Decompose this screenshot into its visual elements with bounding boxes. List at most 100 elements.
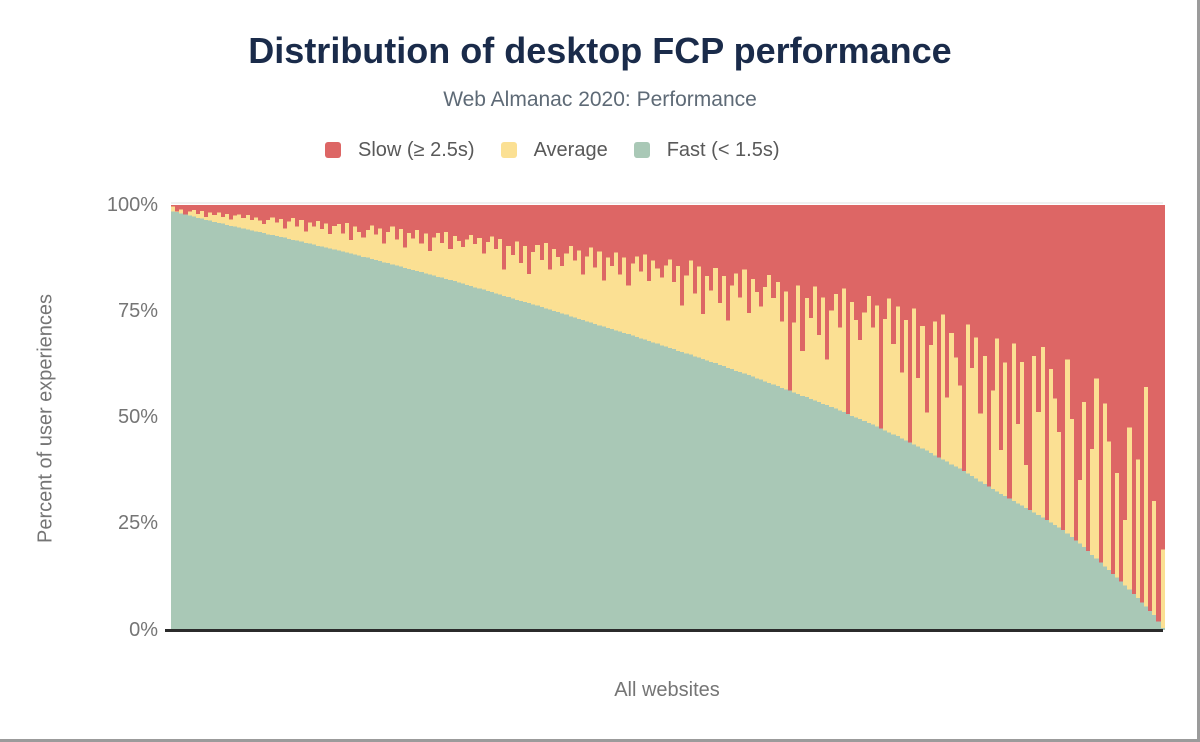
bar bbox=[932, 205, 938, 630]
bar bbox=[1052, 205, 1058, 630]
bar bbox=[328, 205, 333, 630]
bar bbox=[1086, 205, 1091, 630]
bar bbox=[522, 205, 528, 630]
bar bbox=[1144, 205, 1149, 630]
bar bbox=[547, 205, 552, 630]
bar bbox=[456, 205, 461, 630]
bar bbox=[373, 205, 379, 630]
bar bbox=[1011, 205, 1016, 630]
bar bbox=[398, 205, 403, 630]
y-tick-75: 75% bbox=[117, 300, 158, 322]
bar bbox=[1057, 205, 1062, 630]
bar bbox=[1110, 205, 1116, 630]
bar bbox=[556, 205, 561, 630]
bar bbox=[195, 205, 200, 630]
bar bbox=[1135, 205, 1140, 630]
plot-area bbox=[171, 205, 1165, 630]
bar bbox=[233, 205, 238, 630]
bar bbox=[750, 205, 755, 630]
bar bbox=[332, 205, 337, 630]
bar bbox=[1090, 205, 1095, 630]
bar bbox=[937, 205, 942, 630]
y-tick-100: 100% bbox=[106, 194, 158, 216]
bar bbox=[1160, 205, 1165, 630]
bar bbox=[1040, 205, 1045, 630]
bar bbox=[630, 205, 635, 630]
bar bbox=[315, 205, 321, 630]
legend-label-fast: Fast (< 1.5s) bbox=[666, 138, 780, 161]
bar bbox=[721, 205, 726, 630]
bar bbox=[1032, 205, 1037, 630]
bar bbox=[1156, 205, 1161, 630]
bar bbox=[481, 205, 486, 630]
bar bbox=[812, 205, 817, 630]
bar bbox=[837, 205, 842, 630]
bar bbox=[874, 205, 880, 630]
bar bbox=[879, 205, 884, 630]
bar bbox=[833, 205, 838, 630]
bar bbox=[804, 205, 809, 630]
bar bbox=[659, 205, 664, 630]
bar bbox=[928, 205, 933, 630]
bar bbox=[655, 205, 660, 630]
bar bbox=[1152, 205, 1157, 630]
bar bbox=[779, 205, 784, 630]
bar bbox=[431, 205, 436, 630]
bar bbox=[870, 205, 875, 630]
legend-label-slow: Slow (≥ 2.5s) bbox=[358, 138, 475, 161]
bar bbox=[324, 205, 329, 630]
bar bbox=[340, 205, 345, 630]
bar bbox=[970, 205, 975, 630]
bar bbox=[249, 205, 254, 630]
bar bbox=[527, 205, 532, 630]
bar bbox=[994, 205, 1000, 630]
bar bbox=[580, 205, 586, 630]
bar bbox=[307, 205, 312, 630]
bar bbox=[808, 205, 813, 630]
bar bbox=[688, 205, 693, 630]
bar bbox=[605, 205, 610, 630]
bar bbox=[974, 205, 979, 630]
bar bbox=[262, 205, 267, 630]
bar bbox=[543, 205, 548, 630]
bar bbox=[651, 205, 656, 630]
bar bbox=[903, 205, 909, 630]
bar bbox=[775, 205, 780, 630]
bar bbox=[1061, 205, 1066, 630]
bar bbox=[999, 205, 1004, 630]
bar bbox=[191, 205, 196, 630]
bar bbox=[771, 205, 776, 630]
bar bbox=[680, 205, 685, 630]
legend-item-slow: Slow (≥ 2.5s) bbox=[325, 139, 475, 162]
bar bbox=[365, 205, 370, 630]
bar bbox=[382, 205, 387, 630]
bar bbox=[460, 205, 465, 630]
bar bbox=[257, 205, 263, 630]
bar bbox=[742, 205, 747, 630]
bar bbox=[299, 205, 304, 630]
bar bbox=[224, 205, 229, 630]
bar bbox=[311, 205, 316, 630]
bar bbox=[390, 205, 395, 630]
bar bbox=[291, 205, 296, 630]
bar bbox=[729, 205, 735, 630]
bar bbox=[626, 205, 631, 630]
legend-swatch-slow bbox=[325, 142, 341, 158]
bar bbox=[378, 205, 383, 630]
y-tick-25: 25% bbox=[117, 512, 158, 534]
bar bbox=[854, 205, 859, 630]
bar bbox=[386, 205, 391, 630]
bar bbox=[1019, 205, 1024, 630]
bar bbox=[1127, 205, 1132, 630]
bar bbox=[862, 205, 867, 630]
bar bbox=[990, 205, 995, 630]
bar bbox=[622, 205, 627, 630]
bar bbox=[1094, 205, 1099, 630]
chart-title: Distribution of desktop FCP performance bbox=[248, 30, 952, 71]
legend: Slow (≥ 2.5s) Average Fast (< 1.5s) bbox=[325, 139, 780, 161]
bar bbox=[303, 205, 308, 630]
bar bbox=[419, 205, 424, 630]
bar bbox=[493, 205, 499, 630]
bar bbox=[286, 205, 292, 630]
